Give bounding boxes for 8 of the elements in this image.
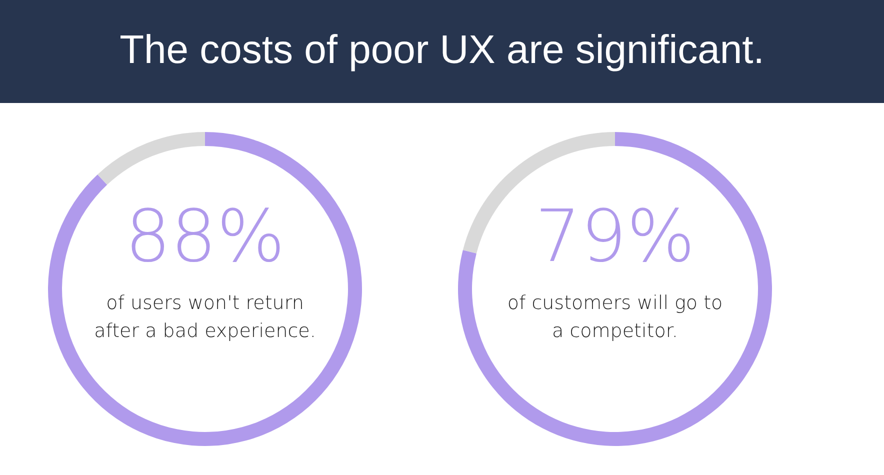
data-label: 79% [534, 194, 696, 278]
data-label: 88% [124, 194, 286, 278]
text: of users won't return after a bad experience. [94, 292, 316, 342]
donut-slice [48, 132, 362, 446]
text: The costs of poor UX are significant. [120, 28, 764, 72]
donut-slice [98, 132, 205, 185]
donut-slice [458, 132, 772, 446]
text: of customers will go to a competitor. [507, 292, 723, 342]
